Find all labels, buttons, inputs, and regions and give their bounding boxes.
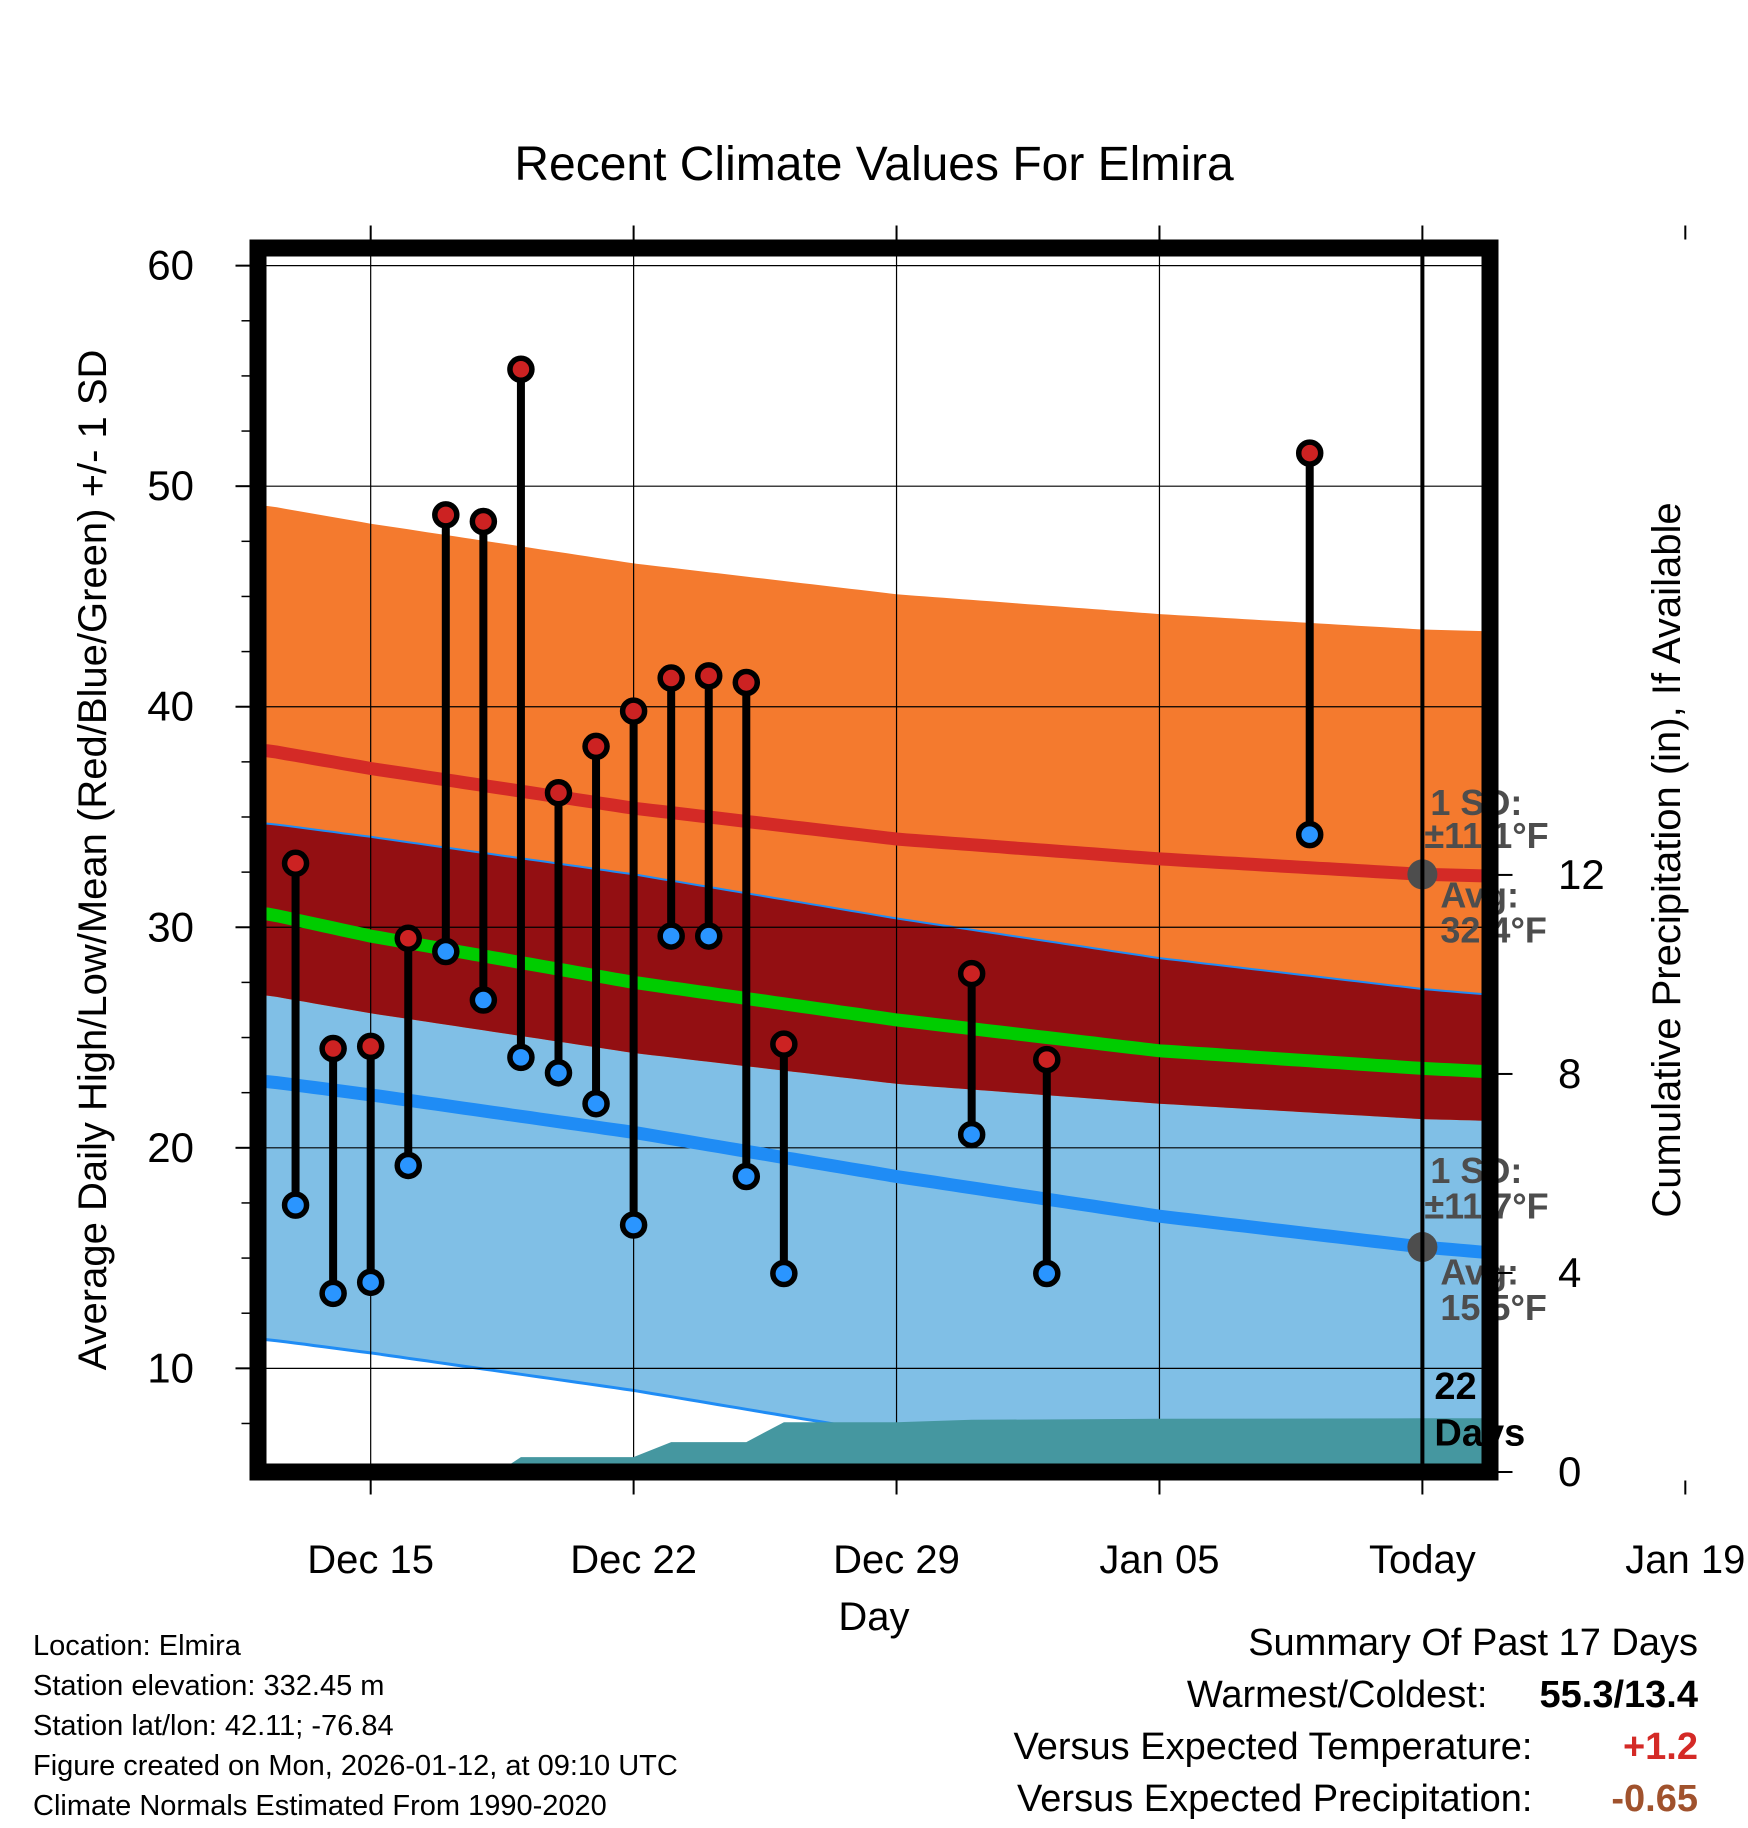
plot-frame bbox=[249, 239, 1499, 1481]
normal-curves bbox=[258, 744, 1489, 1263]
obs-low-marker bbox=[356, 1268, 385, 1297]
x-tick-label: Dec 29 bbox=[833, 1538, 960, 1582]
footer-created: Figure created on Mon, 2026-01-12, at 09… bbox=[33, 1750, 678, 1782]
summary-warm-cold-label: Warmest/Coldest: bbox=[1186, 1674, 1488, 1716]
obs-high-marker bbox=[394, 924, 422, 953]
low-sd-upper-edge bbox=[258, 822, 1489, 996]
summary-warm-cold-value: 55.3/13.4 bbox=[1539, 1674, 1698, 1716]
x-axis-label: Day bbox=[838, 1595, 909, 1639]
obs-high-marker bbox=[281, 849, 310, 878]
precip-days-label: Days bbox=[1434, 1413, 1525, 1455]
obs-high-marker bbox=[1295, 439, 1324, 467]
obs-low-marker bbox=[319, 1279, 347, 1308]
summary-temp: Versus Expected Temperature: +1.2 bbox=[1014, 1728, 1698, 1766]
x-tick-label: Dec 15 bbox=[307, 1538, 434, 1582]
obs-high-marker bbox=[657, 664, 685, 692]
x-tick-label: Today bbox=[1369, 1538, 1476, 1582]
obs-high-marker bbox=[432, 501, 460, 529]
y-tick-label: 40 bbox=[147, 683, 194, 730]
low-avg-line bbox=[258, 1075, 1489, 1260]
y-tick-label: 50 bbox=[147, 462, 194, 509]
obs-low-marker bbox=[1033, 1259, 1061, 1288]
precipitation-layer bbox=[385, 1418, 1490, 1472]
obs-low-marker bbox=[1295, 820, 1324, 849]
chart-title: Recent Climate Values For Elmira bbox=[514, 138, 1234, 191]
footer-latlon: Station lat/lon: 42.11; -76.84 bbox=[33, 1710, 394, 1742]
y-tick-label: 60 bbox=[147, 242, 194, 289]
summary-title: Summary Of Past 17 Days bbox=[1248, 1622, 1698, 1664]
obs-high-marker bbox=[507, 355, 535, 384]
obs-low-marker bbox=[507, 1043, 535, 1072]
obs-low-marker bbox=[732, 1162, 761, 1191]
high-avg-label: Avg: bbox=[1440, 874, 1519, 915]
high-avg-line bbox=[258, 744, 1489, 883]
summary-temp-value: +1.2 bbox=[1622, 1726, 1698, 1768]
summary-precip: Versus Expected Precipitation: -0.65 bbox=[1017, 1780, 1698, 1818]
obs-low-marker bbox=[394, 1151, 422, 1180]
obs-low-marker bbox=[957, 1120, 986, 1149]
x-tick-label: Dec 22 bbox=[570, 1538, 697, 1582]
obs-high-marker bbox=[770, 1030, 798, 1058]
obs-low-marker bbox=[770, 1259, 798, 1288]
observations bbox=[281, 355, 1324, 1308]
y2-axis-label: Cumulative Precipitation (in), If Availa… bbox=[1645, 502, 1689, 1217]
obs-low-marker bbox=[582, 1089, 610, 1118]
footer-normals: Climate Normals Estimated From 1990-2020 bbox=[33, 1790, 607, 1822]
obs-low-marker bbox=[544, 1059, 573, 1087]
obs-high-marker bbox=[469, 507, 498, 536]
obs-high-marker bbox=[544, 778, 573, 807]
obs-low-marker bbox=[694, 922, 723, 950]
y2-tick-label: 8 bbox=[1558, 1050, 1581, 1097]
obs-low-marker bbox=[619, 1211, 648, 1239]
obs-high-marker bbox=[619, 697, 648, 725]
summary-precip-value: -0.65 bbox=[1611, 1778, 1698, 1820]
footer-location: Location: Elmira bbox=[33, 1630, 241, 1662]
y-tick-label: 10 bbox=[147, 1344, 194, 1391]
y-tick-label: 20 bbox=[147, 1124, 194, 1171]
obs-low-marker bbox=[469, 986, 498, 1014]
precip-days-count: 22 bbox=[1434, 1366, 1476, 1408]
y2-tick-label: 12 bbox=[1558, 851, 1605, 898]
y2-tick-label: 4 bbox=[1558, 1249, 1581, 1296]
x-tick-label: Jan 19 bbox=[1625, 1538, 1745, 1582]
y-tick-label: 30 bbox=[147, 903, 194, 950]
obs-high-marker bbox=[582, 732, 610, 761]
footer-elevation: Station elevation: 332.45 m bbox=[33, 1670, 385, 1702]
low-sd-label: 1 SD: bbox=[1430, 1150, 1522, 1191]
x-tick-label: Jan 05 bbox=[1099, 1538, 1219, 1582]
y2-tick-label: 0 bbox=[1558, 1448, 1581, 1495]
obs-low-marker bbox=[281, 1191, 310, 1219]
summary-temp-label: Versus Expected Temperature: bbox=[1013, 1726, 1533, 1768]
obs-high-marker bbox=[356, 1032, 385, 1061]
obs-high-marker bbox=[694, 662, 723, 690]
high-sd-label: 1 SD: bbox=[1430, 782, 1522, 823]
obs-high-marker bbox=[957, 959, 986, 988]
obs-high-marker bbox=[319, 1034, 347, 1063]
obs-high-marker bbox=[732, 668, 761, 697]
y-axis-label: Average Daily High/Low/Mean (Red/Blue/Gr… bbox=[71, 350, 115, 1371]
precipitation-area bbox=[385, 1418, 1490, 1472]
obs-low-marker bbox=[432, 937, 460, 966]
summary-warm-cold: Warmest/Coldest: 55.3/13.4 bbox=[1187, 1676, 1698, 1714]
obs-high-marker bbox=[1033, 1045, 1061, 1074]
summary-precip-label: Versus Expected Precipitation: bbox=[1017, 1778, 1533, 1820]
mean-avg-line bbox=[258, 907, 1489, 1079]
obs-low-marker bbox=[657, 922, 685, 950]
